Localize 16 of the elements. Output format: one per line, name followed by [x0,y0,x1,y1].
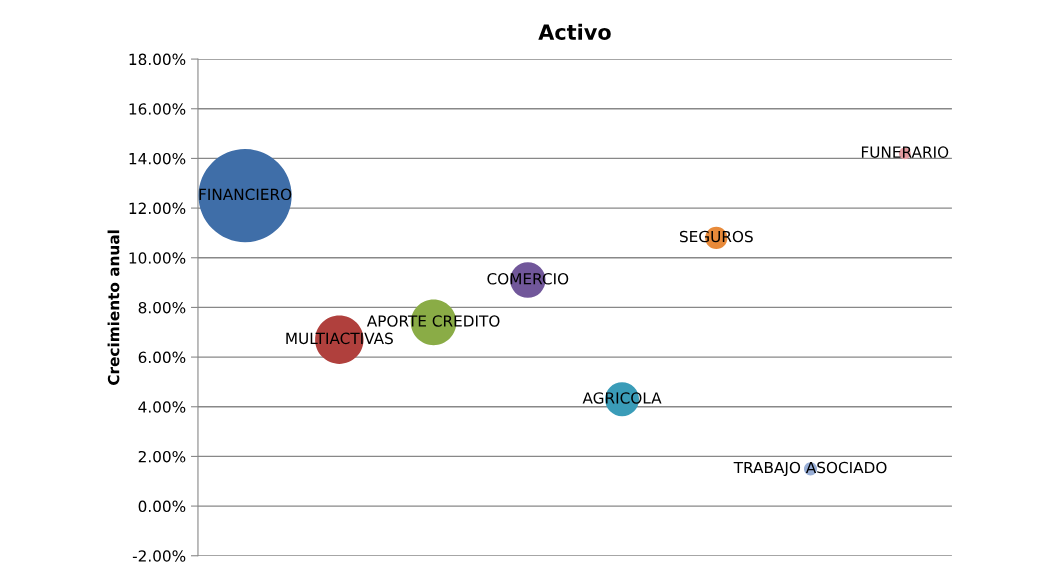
series-label: FUNERARIO [861,146,949,158]
y-tick-label: 6.00% [138,351,186,364]
y-tick-label: 10.00% [129,252,186,264]
y-tick-label: 4.00% [138,401,186,413]
y-tick-label: 12.00% [129,202,186,215]
y-axis-title: Crecimiento anual [107,230,120,385]
y-tick-label: 2.00% [138,450,186,463]
y-tick-label: 18.00% [129,53,186,66]
y-tick-label: 8.00% [138,301,186,314]
y-tick-label: 14.00% [129,152,186,165]
y-tick-label: 16.00% [129,103,186,115]
chart-title: Activo [538,23,611,40]
series-label: TRABAJO ASOCIADO [733,461,887,477]
y-tick-label: -2.00% [132,550,186,562]
series-label: FINANCIERO [199,188,292,201]
y-tick-label: 0.00% [138,500,186,513]
